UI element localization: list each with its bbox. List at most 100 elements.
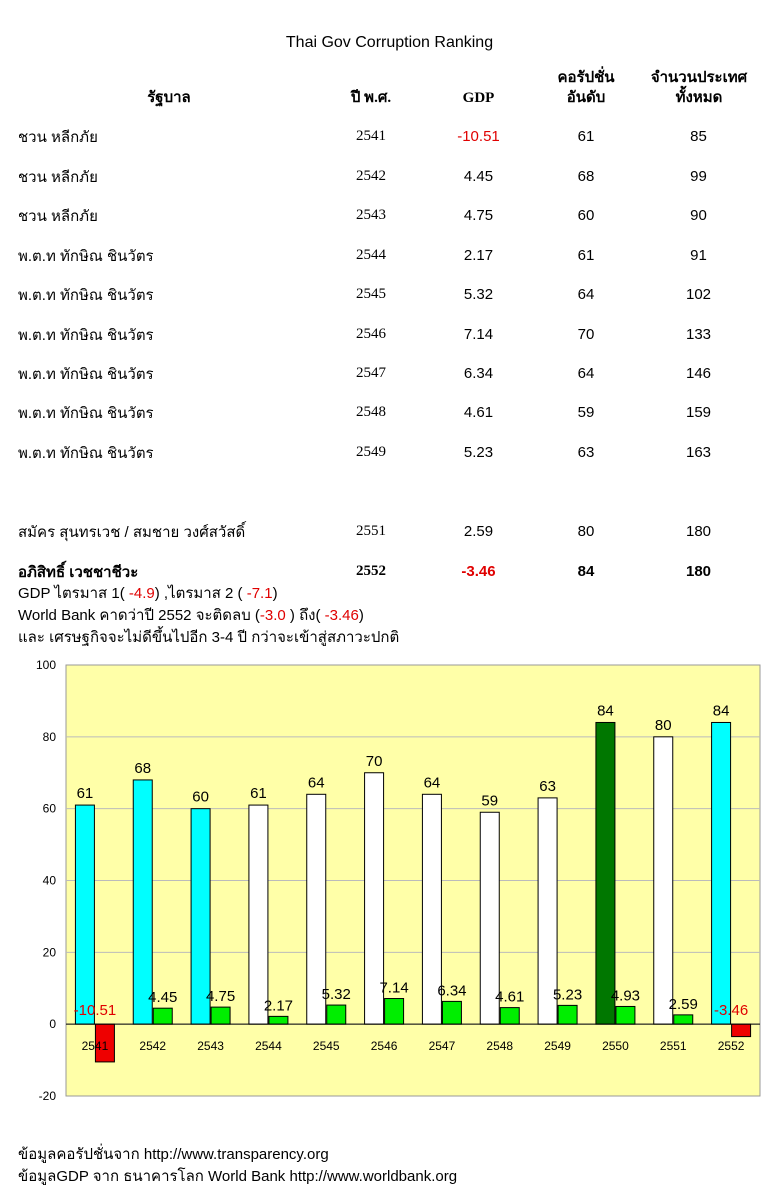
gdp-bar-label: 2.17 bbox=[264, 997, 293, 1014]
gdp-cell: -3.46 bbox=[461, 563, 496, 580]
header-rank: คอรัปชั่น อันดับ bbox=[546, 66, 626, 108]
rank-bar bbox=[74, 804, 95, 1025]
rank-bar-label: 61 bbox=[77, 785, 94, 802]
rank-bar-label: 63 bbox=[539, 778, 556, 795]
table-row: พ.ต.ท ทักษิณ ชินวัตร 2549 5.23 63 163 bbox=[16, 433, 761, 472]
header-total: จำนวนประเทศ ทั้งหมด bbox=[640, 66, 758, 108]
total-cell: 133 bbox=[685, 326, 712, 343]
gdp-bar bbox=[673, 1014, 694, 1025]
header-total-line2: ทั้งหมด bbox=[675, 89, 723, 106]
gdp-bar bbox=[268, 1015, 289, 1025]
rank-bar bbox=[132, 779, 153, 1025]
total-cell: 102 bbox=[685, 286, 712, 303]
rank-cell: 84 bbox=[577, 484, 595, 501]
gdp-bar bbox=[152, 1007, 173, 1025]
y-tick-label: -20 bbox=[39, 1089, 57, 1103]
gdp-cell: 4.93 bbox=[463, 484, 494, 501]
total-cell: 180 bbox=[685, 563, 712, 580]
page-title: Thai Gov Corruption Ranking bbox=[285, 34, 494, 51]
header-total-line1: จำนวนประเทศ bbox=[650, 69, 748, 86]
gdp-bar-label: 2.59 bbox=[669, 996, 698, 1013]
gdp-bar bbox=[731, 1023, 752, 1038]
gdp-bar bbox=[557, 1004, 578, 1025]
rank-bar bbox=[248, 804, 269, 1025]
government-cell: สมัคร สุนทรเวช / สมชาย วงศ์สวัสดิ์ bbox=[18, 523, 246, 541]
year-cell: 2542 bbox=[356, 168, 386, 184]
year-cell: 2541 bbox=[356, 128, 386, 144]
y-tick-label: 60 bbox=[43, 802, 57, 816]
government-cell: ชวน หลีกภัย bbox=[18, 168, 98, 186]
x-tick-label: 2546 bbox=[371, 1039, 398, 1053]
table-row: พ.ต.ท ทักษิณ ชินวัตร 2544 2.17 61 91 bbox=[16, 236, 761, 275]
year-cell: 2549 bbox=[356, 444, 386, 460]
rank-bar-label: 64 bbox=[424, 774, 441, 791]
gdp-bar-label: 4.93 bbox=[611, 987, 640, 1004]
gdp-bar-label: 4.45 bbox=[148, 989, 177, 1006]
government-cell: พ.ต.ท ทักษิณ ชินวัตร bbox=[18, 404, 154, 422]
year-cell: 2543 bbox=[356, 207, 386, 223]
x-tick-label: 2543 bbox=[197, 1039, 224, 1053]
rank-cell: 64 bbox=[577, 286, 595, 303]
x-tick-label: 2548 bbox=[486, 1039, 513, 1053]
government-cell: พ.ต.ท ทักษิณ ชินวัตร bbox=[18, 365, 154, 383]
header-rank-line1: คอรัปชั่น bbox=[557, 69, 615, 86]
header-rank-line2: อันดับ bbox=[566, 89, 606, 106]
rank-bar-label: 84 bbox=[713, 702, 730, 719]
government-cell: พ.ต.ท ทักษิณ ชินวัตร bbox=[18, 326, 154, 344]
gdp-bar-label: 5.23 bbox=[553, 986, 582, 1003]
year-cell: 2546 bbox=[356, 326, 386, 342]
total-cell: 85 bbox=[690, 128, 707, 145]
table-row: พ.ต.ท ทักษิณ ชินวัตร 2546 7.14 70 133 bbox=[16, 315, 761, 354]
total-cell: 159 bbox=[685, 404, 712, 421]
table-row: พ.ต.ท ทักษิณ ชินวัตร 2548 4.61 59 159 bbox=[16, 393, 761, 432]
gdp-cell: 7.14 bbox=[463, 326, 494, 343]
table-row: คมช / พลเอก สุรยุทธ จุลานนท์ 2550 4.93 84 17… bbox=[16, 473, 761, 512]
corruption-gdp-chart: 100 80 60 40 20 0 -20 61 -10.51 2541 68 4.45 2542 60 4… bbox=[36, 658, 761, 1103]
government-cell: ชวน หลีกภัย bbox=[18, 128, 98, 146]
government-cell: พ.ต.ท ทักษิณ ชินวัตร bbox=[18, 247, 154, 265]
rank-bar bbox=[595, 721, 616, 1025]
total-cell: 163 bbox=[685, 444, 712, 461]
rank-cell: 68 bbox=[577, 168, 595, 185]
gdp-bar-label: -10.51 bbox=[74, 1002, 117, 1019]
rank-cell: 59 bbox=[577, 404, 595, 421]
total-cell: 180 bbox=[685, 523, 712, 540]
gdp-bar-label: 6.34 bbox=[437, 982, 466, 999]
x-tick-label: 2549 bbox=[544, 1039, 571, 1053]
year-cell: 2551 bbox=[356, 523, 386, 539]
header-gdp: GDP bbox=[462, 90, 495, 106]
gdp-cell: -10.51 bbox=[457, 128, 500, 145]
gdp-bar-label: -3.46 bbox=[714, 1002, 748, 1019]
year-cell: 2547 bbox=[356, 365, 386, 381]
x-tick-label: 2542 bbox=[139, 1039, 166, 1053]
gdp-cell: 2.17 bbox=[463, 247, 494, 264]
x-tick-label: 2545 bbox=[313, 1039, 340, 1053]
gdp-cell: 2.59 bbox=[463, 523, 494, 540]
y-tick-label: 0 bbox=[49, 1017, 56, 1031]
rank-cell: 64 bbox=[577, 365, 595, 382]
rank-cell: 61 bbox=[577, 247, 595, 264]
year-cell: 2548 bbox=[356, 404, 386, 420]
x-tick-label: 2544 bbox=[255, 1039, 282, 1053]
gdp-bar bbox=[326, 1004, 347, 1025]
total-cell: 91 bbox=[690, 247, 707, 264]
x-tick-label: 2547 bbox=[429, 1039, 456, 1053]
year-cell: 2544 bbox=[356, 247, 386, 263]
table-row: ชวน หลีกภัย 2542 4.45 68 99 bbox=[16, 157, 761, 196]
gdp-cell: 5.23 bbox=[463, 444, 494, 461]
rank-bar-label: 61 bbox=[250, 785, 267, 802]
gdp-bar bbox=[499, 1007, 520, 1025]
gdp-bar bbox=[384, 998, 405, 1025]
rank-cell: 80 bbox=[577, 523, 595, 540]
note-line-2: World Bank คาดว่าปี 2552 จะติดลบ (-3.0 )… bbox=[18, 607, 364, 624]
gdp-bar bbox=[210, 1006, 231, 1025]
government-cell: คมช / พลเอก สุรยุทธ จุลานนท์ bbox=[18, 484, 214, 502]
rank-bar bbox=[653, 736, 674, 1025]
gdp-cell: 4.61 bbox=[463, 404, 494, 421]
total-cell: 179 bbox=[685, 484, 712, 501]
note-line-3: และ เศรษฐกิจจะไม่ดีขึ้นไปอีก 3-4 ปี กว่า… bbox=[18, 629, 400, 646]
rank-cell: 60 bbox=[577, 207, 595, 224]
note-line-1: GDP ไตรมาส 1( -4.9) ,ไตรมาส 2 ( -7.1) bbox=[18, 585, 278, 602]
government-cell: พ.ต.ท ทักษิณ ชินวัตร bbox=[18, 286, 154, 304]
rank-bar-label: 59 bbox=[481, 792, 498, 809]
